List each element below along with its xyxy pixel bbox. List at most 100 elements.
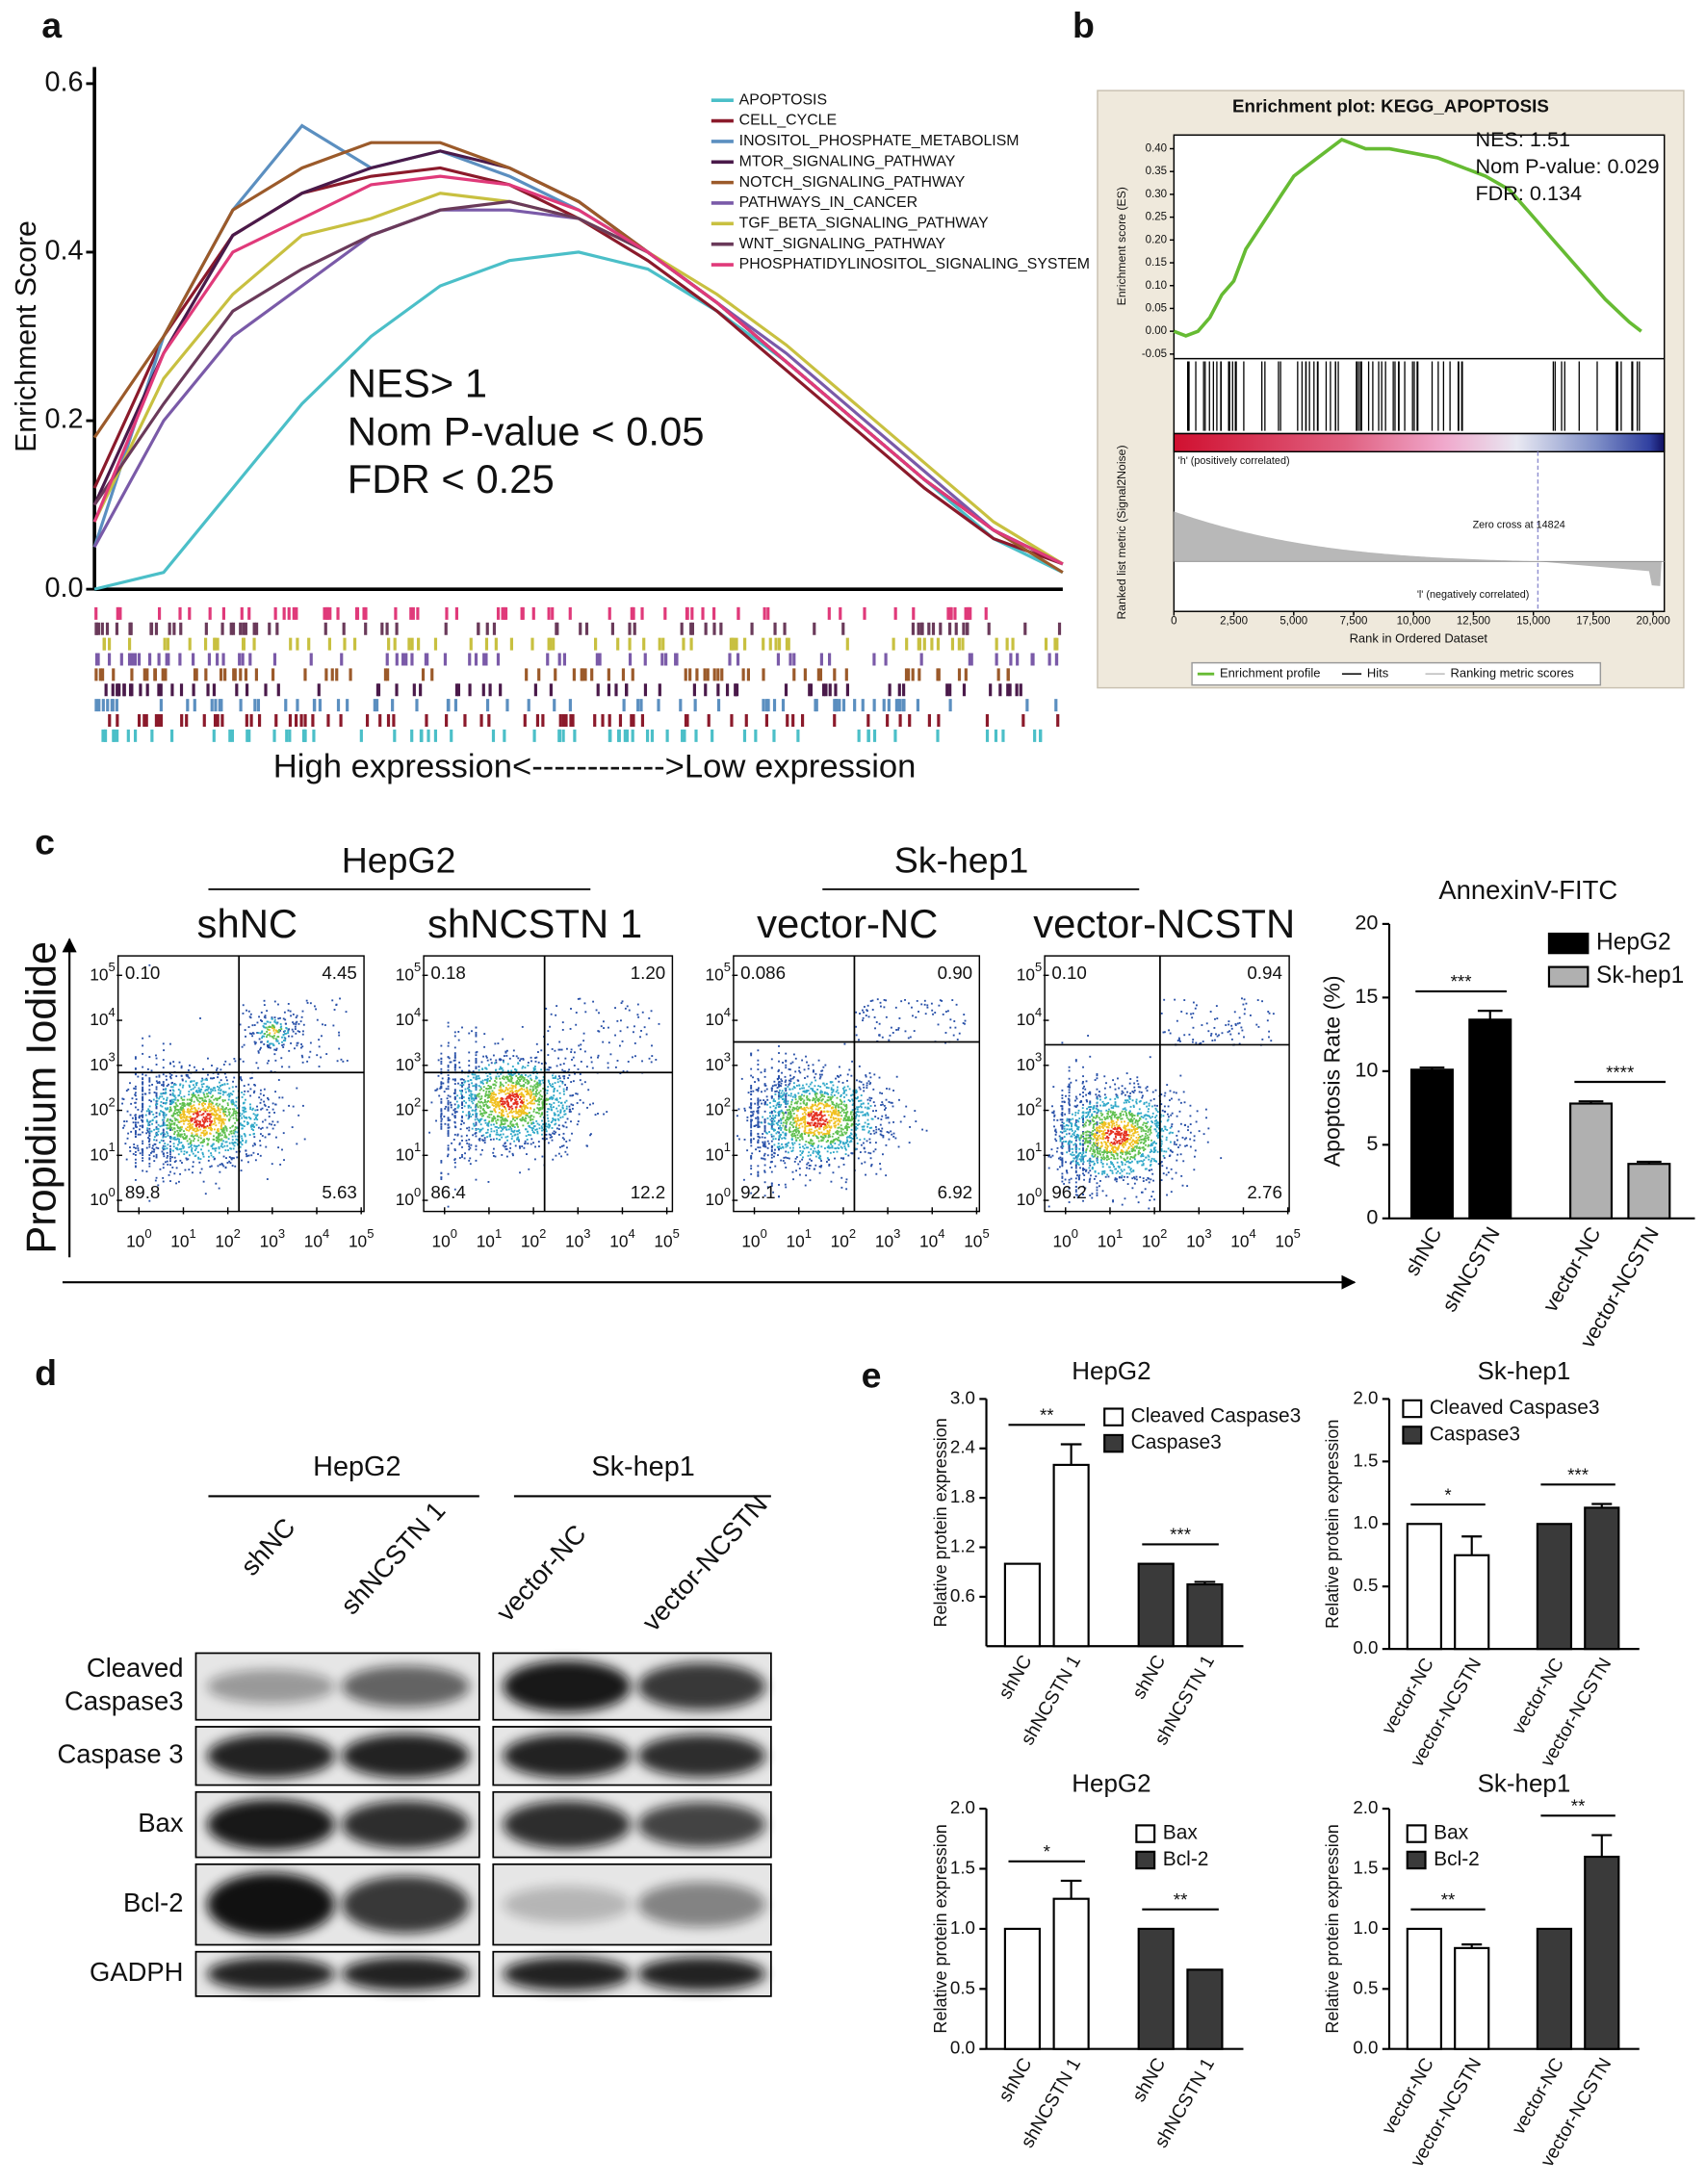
event-dot [589,1134,591,1137]
event-dot [493,1102,496,1104]
event-dot [264,1016,267,1019]
event-dot [499,1104,501,1107]
hit-tick [244,622,247,635]
hit-tick [784,683,788,697]
hit-tick [111,683,115,697]
event-dot [210,1165,213,1168]
hit-tick [783,622,787,635]
event-dot [475,1097,478,1100]
hit-tick [809,683,814,697]
event-dot [784,1183,787,1186]
event-dot [526,1130,529,1133]
event-dot [195,1069,198,1071]
event-dot [193,1104,195,1107]
event-dot [453,1110,456,1113]
event-dot [189,1117,192,1118]
hit-tick [957,668,962,681]
event-dot [530,1077,532,1080]
event-dot [468,1099,471,1102]
event-dot [241,1045,244,1048]
hit-tick [102,637,106,651]
event-dot [270,1026,271,1028]
event-dot [855,1025,858,1028]
event-dot [504,1092,507,1095]
event-dot [520,1100,523,1103]
event-dot [440,1108,443,1111]
event-dot [224,1135,227,1138]
event-dot [265,1145,268,1148]
event-dot [252,1092,255,1094]
significance-label: * [1444,1484,1451,1504]
event-dot [234,1113,237,1115]
event-dot [198,1125,200,1128]
event-dot [489,1100,492,1103]
event-dot [214,1147,217,1150]
event-dot [458,1157,461,1159]
event-dot [778,1077,780,1079]
event-dot [964,1019,967,1022]
event-dot [508,1105,511,1108]
event-dot [122,1098,125,1101]
event-dot [225,1079,228,1082]
event-dot [530,1107,531,1110]
event-dot [489,1110,492,1113]
hit-tick [359,729,363,742]
event-dot [186,1111,189,1114]
event-dot [532,1096,535,1099]
event-dot [440,1160,443,1162]
event-dot [778,1195,780,1198]
event-dot [315,1008,318,1011]
hit-tick [614,683,618,697]
hit-tick [170,683,174,697]
event-dot [183,1119,186,1122]
event-dot [287,1029,290,1032]
hit-tick [834,683,838,697]
event-dot [263,1094,265,1096]
hit-tick [335,668,339,681]
event-dot [555,1075,557,1078]
event-dot [461,1139,463,1142]
event-dot [158,1112,161,1115]
event-dot [463,1081,466,1084]
event-dot [134,1133,137,1136]
event-dot [147,1137,149,1139]
legend-label: NOTCH_SIGNALING_PATHWAY [739,174,966,191]
event-dot [478,1139,481,1142]
event-dot [546,1090,549,1092]
event-dot [198,1122,201,1124]
event-dot [453,1116,456,1118]
event-dot [499,1077,502,1080]
event-dot [161,1132,164,1135]
event-dot [241,1117,244,1119]
event-dot [191,1119,194,1121]
event-dot [488,1120,491,1123]
legend-swatch [1135,1850,1156,1870]
event-dot [242,1109,245,1112]
hit-tick [352,637,357,651]
event-dot [192,1092,194,1095]
event-dot [494,1097,497,1100]
event-dot [227,1108,230,1111]
event-dot [785,1125,788,1128]
event-dot [186,1116,189,1118]
event-dot [772,1191,775,1194]
event-dot [190,1110,193,1113]
event-dot [555,1098,557,1101]
hit-tick [252,637,256,651]
hit-tick [380,622,384,635]
event-dot [440,1063,443,1066]
event-dot [505,1049,508,1052]
event-dot [509,1080,512,1083]
hit-tick [527,699,530,712]
event-dot [264,1026,267,1029]
y-tick-label: 0.5 [950,1977,975,1997]
event-dot [216,1114,218,1117]
event-dot [221,1091,224,1093]
event-dot [888,1039,891,1041]
event-dot [172,1138,175,1141]
event-dot [134,1130,137,1132]
event-dot [257,1126,260,1129]
event-dot [197,1157,200,1160]
event-dot [170,1103,172,1105]
event-dot [180,1066,183,1069]
